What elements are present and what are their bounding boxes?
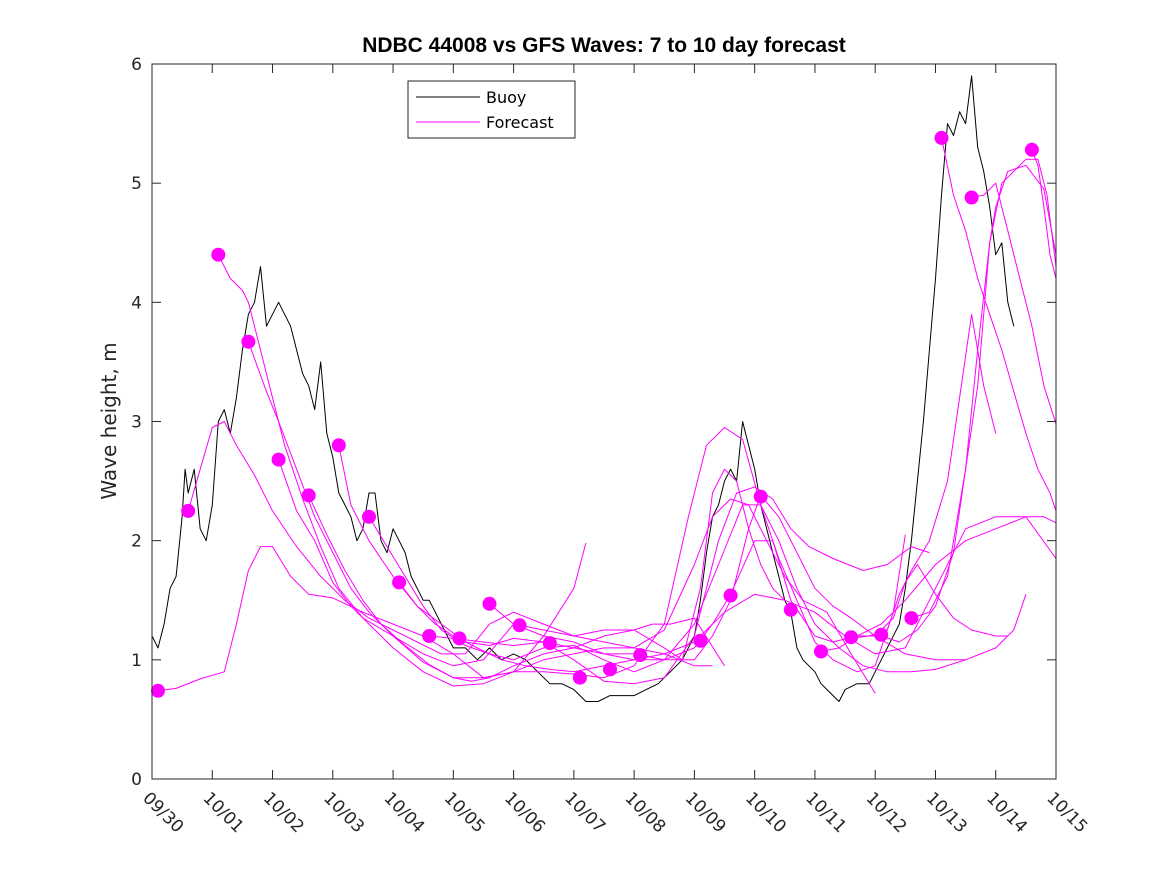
y-tick-label: 3 bbox=[131, 413, 142, 433]
forecast-series-line-11 bbox=[489, 516, 1057, 661]
y-tick-label: 4 bbox=[131, 293, 142, 313]
forecast-series-line-2 bbox=[187, 421, 713, 667]
forecast-start-marker bbox=[1024, 142, 1039, 157]
forecast-start-marker bbox=[211, 247, 226, 262]
y-axis-label: Wave height, m bbox=[97, 342, 121, 499]
forecast-start-marker bbox=[482, 596, 497, 611]
forecast-start-marker bbox=[964, 190, 979, 205]
forecast-series-line-4 bbox=[247, 341, 786, 682]
y-tick-label: 2 bbox=[131, 532, 142, 552]
chart-title: NDBC 44008 vs GFS Waves: 7 to 10 day for… bbox=[362, 34, 846, 57]
forecast-start-marker bbox=[331, 438, 346, 453]
forecast-series-line-3 bbox=[217, 254, 725, 667]
forecast-series-line-17 bbox=[971, 182, 1057, 425]
forecast-start-marker bbox=[452, 631, 467, 646]
y-tick-label: 1 bbox=[131, 651, 142, 671]
legend-buoy-label: Buoy bbox=[486, 88, 526, 107]
forecast-series-line-8 bbox=[368, 504, 966, 673]
forecast-start-marker bbox=[874, 627, 889, 642]
forecast-series-line-7 bbox=[338, 445, 930, 685]
forecast-start-marker bbox=[904, 611, 919, 626]
forecast-series-line-15 bbox=[911, 158, 1057, 619]
legend-box bbox=[407, 80, 576, 139]
forecast-start-marker bbox=[241, 334, 256, 349]
forecast-start-marker bbox=[151, 683, 165, 698]
marker-layer bbox=[151, 130, 1039, 698]
forecast-start-marker bbox=[422, 629, 437, 643]
forecast-start-marker bbox=[603, 662, 617, 677]
legend-forecast-label: Forecast bbox=[486, 113, 554, 132]
y-tick-label: 5 bbox=[131, 174, 142, 194]
forecast-start-marker bbox=[301, 488, 316, 503]
forecast-start-marker bbox=[723, 588, 738, 603]
buoy-series-line bbox=[151, 75, 1015, 702]
legend: Buoy Forecast bbox=[407, 80, 576, 139]
forecast-series-line-16 bbox=[941, 137, 1057, 512]
forecast-start-marker bbox=[572, 670, 587, 685]
forecast-start-marker bbox=[934, 130, 949, 145]
forecast-start-marker bbox=[181, 503, 196, 518]
forecast-series-line-14 bbox=[881, 164, 1057, 643]
forecast-start-marker bbox=[271, 452, 286, 467]
y-tick-label: 0 bbox=[131, 770, 142, 790]
forecast-start-marker bbox=[693, 633, 708, 648]
forecast-start-marker bbox=[362, 509, 376, 524]
forecast-start-marker bbox=[392, 575, 407, 590]
forecast-series-line-18 bbox=[1031, 149, 1057, 279]
y-tick-label: 6 bbox=[131, 55, 142, 75]
forecast-start-marker bbox=[844, 630, 859, 645]
forecast-start-marker bbox=[814, 644, 828, 659]
forecast-start-marker bbox=[783, 602, 798, 617]
forecast-start-marker bbox=[753, 489, 768, 504]
forecast-start-marker bbox=[512, 618, 527, 633]
forecast-start-marker bbox=[542, 636, 557, 651]
forecast-start-marker bbox=[633, 648, 648, 663]
